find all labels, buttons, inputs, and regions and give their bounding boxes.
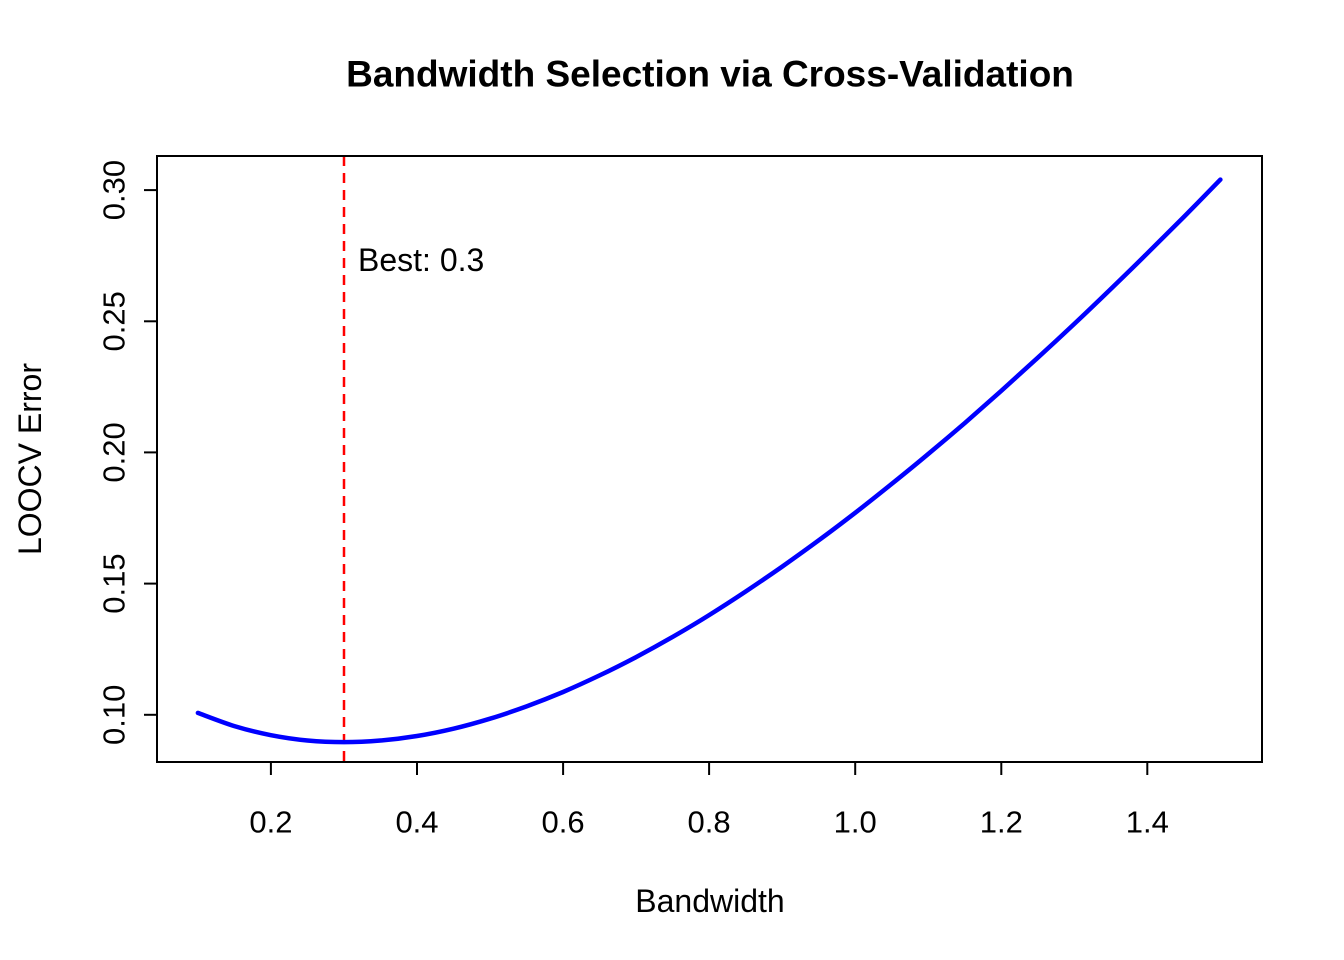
y-axis-label: LOOCV Error	[12, 363, 48, 555]
plot-box	[156, 155, 1263, 763]
x-tick-label: 0.8	[688, 805, 731, 840]
x-axis-label: Bandwidth	[635, 883, 784, 919]
x-tick-label: 1.0	[834, 805, 877, 840]
x-tick-label: 1.4	[1126, 805, 1169, 840]
y-tick-label: 0.10	[97, 685, 132, 745]
plot-area: 0.2 0.4 0.6 0.8 1.0 1.2 1.4 0.10 0.15 0.20 0.25 0.3…	[97, 155, 1263, 840]
y-tick-label: 0.20	[97, 422, 132, 482]
best-bandwidth-annotation: Best: 0.3	[358, 242, 484, 278]
loocv-error-curve	[195, 177, 1223, 745]
chart-title: Bandwidth Selection via Cross-Validation	[346, 54, 1074, 95]
x-tick-label: 0.2	[249, 805, 292, 840]
x-tick-label: 1.2	[980, 805, 1023, 840]
x-tick-label: 0.6	[542, 805, 585, 840]
x-tick-label: 0.4	[395, 805, 438, 840]
y-tick-label: 0.15	[97, 553, 132, 613]
y-tick-label: 0.30	[97, 160, 132, 220]
y-tick-label: 0.25	[97, 291, 132, 351]
